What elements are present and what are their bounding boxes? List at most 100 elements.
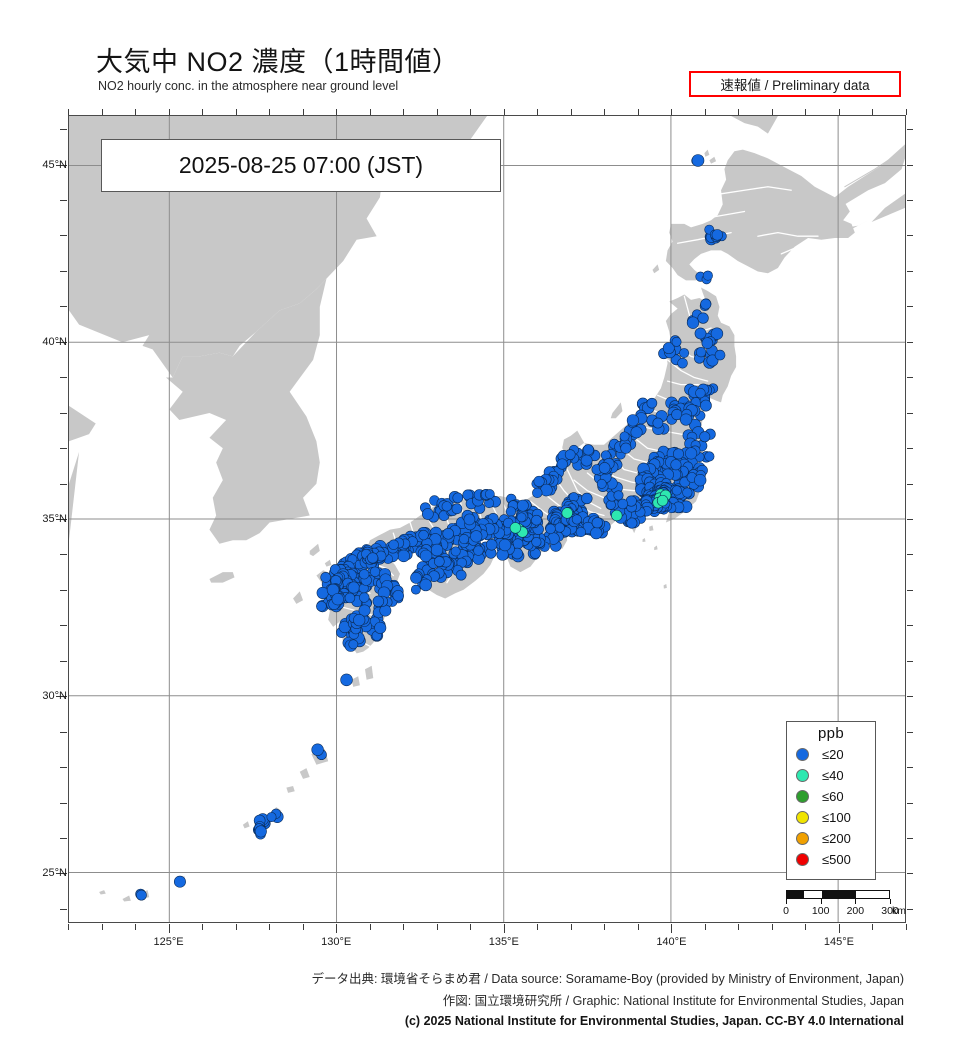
lat-tick-41 xyxy=(60,306,67,308)
lon-tick-144 xyxy=(805,924,807,930)
lon-tick-142 xyxy=(738,924,740,930)
lon-tick-top-122 xyxy=(68,109,69,115)
legend-color-swatch-icon xyxy=(796,748,809,761)
lon-tick-146 xyxy=(872,924,874,930)
lat-tick-right-36 xyxy=(907,483,913,485)
lat-tick-46 xyxy=(60,129,67,131)
lat-label-25: 25°N xyxy=(42,867,67,880)
lat-tick-right-42 xyxy=(907,270,913,272)
lon-tick-124 xyxy=(135,924,137,930)
lat-tick-right-33 xyxy=(907,589,913,591)
lat-tick-36 xyxy=(60,483,67,485)
lat-tick-right-24 xyxy=(907,908,913,910)
lat-tick-right-43 xyxy=(907,235,913,237)
lon-tick-top-141 xyxy=(704,109,706,115)
lon-tick-top-143 xyxy=(771,109,773,115)
lon-tick-141 xyxy=(704,924,706,930)
scale-bar-segment xyxy=(821,891,857,898)
lat-tick-31 xyxy=(60,660,67,662)
lat-tick-right-34 xyxy=(907,554,913,556)
legend-title: ppb xyxy=(818,725,844,742)
lon-tick-top-131 xyxy=(369,109,371,115)
legend-color-swatch-icon xyxy=(796,790,809,803)
japan-map-svg xyxy=(69,116,905,922)
lon-tick-top-147 xyxy=(906,109,907,115)
lon-tick-135 xyxy=(503,924,505,933)
legend-entry-label: ≤60 xyxy=(822,789,844,804)
lat-label-30: 30°N xyxy=(42,690,67,703)
legend-entry-label: ≤20 xyxy=(822,747,844,762)
lon-tick-126 xyxy=(202,924,204,930)
lat-tick-28 xyxy=(60,767,67,769)
legend-color-swatch-icon xyxy=(796,811,809,824)
lat-tick-44 xyxy=(60,200,67,202)
lon-tick-top-139 xyxy=(637,109,639,115)
map-plot-area xyxy=(68,115,906,923)
lat-tick-right-38 xyxy=(907,412,913,414)
lat-tick-32 xyxy=(60,625,67,627)
lon-tick-top-145 xyxy=(838,109,840,115)
legend-entry-200: ≤200 xyxy=(787,828,875,849)
lon-tick-top-144 xyxy=(805,109,807,115)
lon-label-140: 140°E xyxy=(656,936,687,948)
lon-tick-140 xyxy=(671,924,673,933)
legend-color-swatch-icon xyxy=(796,769,809,782)
lon-tick-top-129 xyxy=(302,109,304,115)
lat-tick-27 xyxy=(60,802,67,804)
lon-tick-136 xyxy=(537,924,539,930)
lat-tick-right-25 xyxy=(907,873,913,875)
station-points-layer xyxy=(135,154,727,901)
lat-tick-25 xyxy=(56,873,67,875)
lat-tick-35 xyxy=(56,519,67,520)
lon-tick-top-130 xyxy=(336,109,338,115)
lon-tick-top-132 xyxy=(403,109,405,115)
datetime-label: 2025-08-25 07:00 (JST) xyxy=(101,139,501,192)
lon-tick-128 xyxy=(269,924,271,930)
lon-tick-123 xyxy=(101,924,103,930)
lon-tick-top-123 xyxy=(101,109,103,115)
lat-tick-39 xyxy=(60,377,67,379)
lon-tick-top-133 xyxy=(436,109,438,115)
legend-entry-label: ≤40 xyxy=(822,768,844,783)
lon-tick-top-136 xyxy=(537,109,539,115)
lat-tick-right-26 xyxy=(907,837,913,839)
lon-tick-139 xyxy=(637,924,639,930)
lon-label-135: 135°E xyxy=(488,936,519,948)
footer-graphic-credit: 作図: 国立環境研究所 / Graphic: National Institut… xyxy=(442,994,904,1008)
lat-label-45: 45°N xyxy=(42,158,67,171)
scale-bar-label-0: 0 xyxy=(783,905,789,917)
lat-tick-right-32 xyxy=(907,625,913,627)
lat-tick-45 xyxy=(56,164,67,166)
lon-tick-131 xyxy=(369,924,371,930)
lat-tick-right-29 xyxy=(907,731,913,733)
legend-color-swatch-icon xyxy=(796,832,809,845)
lat-tick-right-44 xyxy=(907,200,913,202)
lon-tick-138 xyxy=(604,924,606,930)
legend-entry-20: ≤20 xyxy=(787,744,875,765)
lat-tick-right-30 xyxy=(907,696,913,698)
lat-tick-right-35 xyxy=(907,519,913,520)
lat-tick-right-28 xyxy=(907,767,913,769)
lon-tick-122 xyxy=(68,924,69,930)
scale-bar-tick xyxy=(890,899,891,904)
lat-tick-right-31 xyxy=(907,660,913,662)
legend-entry-40: ≤40 xyxy=(787,765,875,786)
lat-tick-right-41 xyxy=(907,306,913,308)
scale-bar-tick xyxy=(786,899,787,904)
lon-tick-133 xyxy=(436,924,438,930)
lat-tick-42 xyxy=(60,270,67,272)
lon-tick-top-142 xyxy=(738,109,740,115)
lon-tick-top-137 xyxy=(570,109,572,115)
scale-bar-unit: km xyxy=(892,905,906,917)
lon-label-130: 130°E xyxy=(321,936,352,948)
page-header: 大気中 NO2 濃度（1時間値） NO2 hourly conc. in the… xyxy=(0,0,980,112)
lat-tick-right-46 xyxy=(907,129,913,131)
lon-tick-147 xyxy=(906,924,907,930)
scale-bar-label-200: 200 xyxy=(846,905,865,917)
lon-tick-134 xyxy=(470,924,472,930)
lat-tick-26 xyxy=(60,837,67,839)
scale-bar-tick xyxy=(820,899,822,904)
legend-rows: ≤20 ≤40 ≤60 ≤100 ≤200 ≤500 xyxy=(787,744,875,870)
lon-tick-129 xyxy=(302,924,304,930)
legend-entry-label: ≤200 xyxy=(822,831,851,846)
